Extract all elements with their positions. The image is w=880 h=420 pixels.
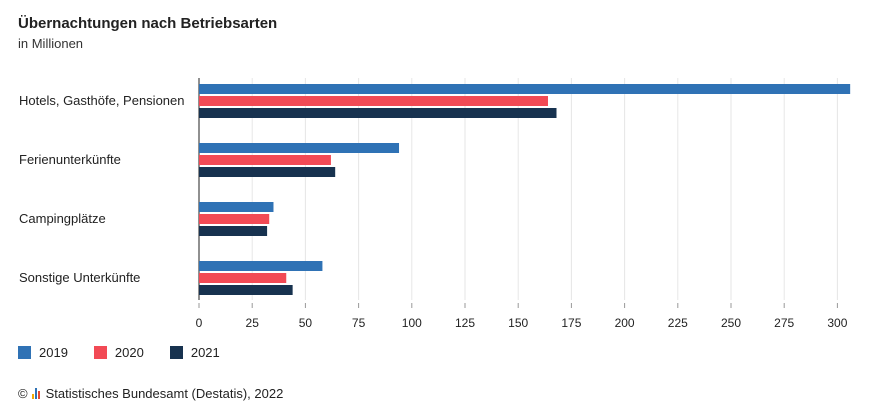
legend-label: 2019: [39, 345, 68, 360]
category-label: Campingplätze: [19, 211, 106, 226]
bar-2019-3[interactable]: [199, 261, 323, 271]
bar-2021-2[interactable]: [199, 226, 268, 236]
x-tick-label: 300: [827, 316, 847, 330]
legend: 2019 2020 2021: [18, 345, 220, 360]
legend-swatch: [18, 346, 31, 359]
legend-label: 2020: [114, 345, 144, 360]
x-tick-label: 200: [615, 316, 635, 330]
bar-2019-2[interactable]: [199, 202, 274, 212]
bar-2019-1[interactable]: [199, 143, 400, 153]
category-label: Hotels, Gasthöfe, Pensionen: [19, 93, 185, 108]
chart-subtitle: in Millionen: [18, 36, 84, 51]
x-tick-label: 225: [668, 316, 688, 330]
legend-swatch: [169, 346, 183, 359]
x-tick-label: 75: [352, 316, 366, 330]
legend-swatch: [93, 346, 107, 359]
bar-2019-0[interactable]: [199, 84, 851, 94]
x-tick-label: 125: [455, 316, 475, 330]
legend-label: 2021: [190, 345, 220, 360]
bar-2020-0[interactable]: [199, 96, 548, 106]
destatis-logo-icon: [31, 388, 40, 399]
category-label: Ferienunterkünfte: [19, 152, 121, 167]
bar-2020-3[interactable]: [199, 273, 287, 283]
x-tick-label: 250: [721, 316, 741, 330]
legend-item-2021[interactable]: 2021: [169, 345, 220, 360]
copyright-symbol: ©: [18, 386, 28, 401]
bar-2021-0[interactable]: [199, 108, 557, 118]
x-tick-label: 275: [774, 316, 794, 330]
category-label: Sonstige Unterkünfte: [19, 270, 140, 285]
bar-chart: Hotels, Gasthöfe, Pensionen Ferienunterkü…: [19, 78, 851, 330]
legend-item-2019[interactable]: 2019: [18, 345, 68, 360]
x-tick-label: 100: [402, 316, 422, 330]
x-tick-label: 0: [196, 316, 203, 330]
x-tick-label: 175: [561, 316, 581, 330]
x-tick-label: 25: [246, 316, 260, 330]
bars: [199, 84, 851, 295]
bar-2020-1[interactable]: [199, 155, 331, 165]
category-labels: Hotels, Gasthöfe, Pensionen Ferienunterkü…: [19, 93, 185, 285]
source-footer: © Statistisches Bundesamt (Destatis), 20…: [18, 386, 283, 401]
x-axis-ticks: 0 25 50 75 100 125 150 175 200 225 250 275 300: [196, 303, 848, 330]
chart-title: Übernachtungen nach Betriebsarten: [18, 15, 278, 32]
x-tick-label: 50: [299, 316, 313, 330]
bar-2020-2[interactable]: [199, 214, 270, 224]
x-tick-label: 150: [508, 316, 528, 330]
bar-2021-1[interactable]: [199, 167, 336, 177]
bar-2021-3[interactable]: [199, 285, 293, 295]
source-text: Statistisches Bundesamt (Destatis), 2022: [45, 386, 284, 401]
legend-item-2020[interactable]: 2020: [93, 345, 144, 360]
